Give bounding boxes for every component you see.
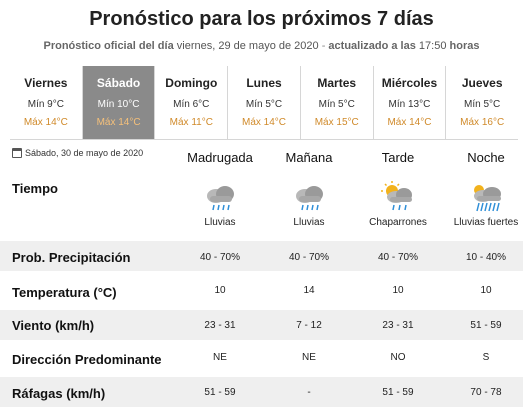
weather-label: Lluvias <box>204 217 236 228</box>
day-name: Sábado <box>96 76 141 90</box>
day-min: Mín 13°C <box>388 99 431 110</box>
period-tarde: Tarde <box>381 150 415 165</box>
weather-label: Lluvias fuertes <box>453 217 519 228</box>
day-tab-sabado[interactable]: Sábado Mín 10°C Máx 14°C <box>82 66 156 139</box>
day-name: Martes <box>317 76 357 90</box>
cell-value: 51 - 59 <box>470 320 502 331</box>
cell-value: NO <box>390 352 406 363</box>
page-subtitle: Pronóstico oficial del día viernes, 29 d… <box>0 40 523 52</box>
row-label-direccion: Dirección Predominante <box>12 352 162 367</box>
cell-value: 7 - 12 <box>296 320 322 331</box>
day-max: Máx 14°C <box>387 117 432 128</box>
subtitle-prefix: Pronóstico oficial del día <box>43 40 174 52</box>
day-min: Mín 5°C <box>318 99 355 110</box>
weather-label: Chaparrones <box>369 217 427 228</box>
selected-date: Sábado, 30 de mayo de 2020 <box>12 148 143 158</box>
weather-label: Lluvias <box>293 217 325 228</box>
cell-value: 40 - 70% <box>288 252 330 263</box>
row-label-viento: Viento (km/h) <box>12 318 95 333</box>
day-name: Domingo <box>165 76 218 90</box>
day-tab-jueves[interactable]: Jueves Mín 5°C Máx 16°C <box>446 66 518 139</box>
day-tab-domingo[interactable]: Domingo Mín 6°C Máx 11°C <box>155 66 229 139</box>
row-label-tiempo: Tiempo <box>12 181 58 196</box>
row-band <box>0 377 523 407</box>
page-title: Pronóstico para los próximos 7 días <box>89 8 434 30</box>
day-max: Máx 15°C <box>314 117 359 128</box>
period-madrugada: Madrugada <box>187 150 253 165</box>
day-tab-miercoles[interactable]: Miércoles Mín 13°C Máx 14°C <box>374 66 447 139</box>
day-max: Máx 11°C <box>169 117 213 128</box>
rain-cloud-icon <box>207 186 234 211</box>
cell-value: NE <box>213 352 227 363</box>
cell-value: 51 - 59 <box>382 387 414 398</box>
heavy-rain-cloud-icon <box>474 185 501 212</box>
cell-value: 14 <box>303 285 315 296</box>
day-max: Máx 14°C <box>242 117 287 128</box>
day-min: Mín 9°C <box>27 99 64 110</box>
day-name: Lunes <box>246 76 282 90</box>
selected-date-text: Sábado, 30 de mayo de 2020 <box>25 148 144 158</box>
calendar-icon <box>12 148 22 158</box>
row-label-temperatura: Temperatura (°C) <box>12 285 117 300</box>
day-min: Mín 5°C <box>245 99 283 110</box>
day-max: Máx 16°C <box>460 117 505 128</box>
cell-value: 10 <box>480 285 492 296</box>
cell-value: 23 - 31 <box>382 320 414 331</box>
rain-cloud-icon <box>296 186 323 211</box>
subtitle-date: viernes, 29 de mayo de 2020 <box>176 40 319 52</box>
cell-value: 10 <box>392 285 404 296</box>
day-tabs: Viernes Mín 9°C Máx 14°C Sábado Mín 10°C… <box>10 66 518 140</box>
cell-value: 10 - 40% <box>465 252 507 263</box>
sun-cloud-rain-icon <box>381 181 412 211</box>
period-manana: Mañana <box>285 150 333 165</box>
cell-value: 23 - 31 <box>204 320 236 331</box>
cell-value: NE <box>302 352 316 363</box>
period-noche: Noche <box>467 150 505 165</box>
day-min: Mín 5°C <box>464 99 501 110</box>
day-max: Máx 14°C <box>23 117 68 128</box>
cell-value: 10 <box>214 285 226 296</box>
row-band <box>0 241 523 271</box>
row-label-rafagas: Ráfagas (km/h) <box>12 386 106 401</box>
cell-value: 51 - 59 <box>204 387 236 398</box>
cell-value: 40 - 70% <box>199 252 241 263</box>
day-name: Jueves <box>461 76 503 90</box>
cell-value: S <box>482 352 490 363</box>
day-tab-lunes[interactable]: Lunes Mín 5°C Máx 14°C <box>228 66 301 139</box>
day-max: Máx 14°C <box>96 117 141 128</box>
day-name: Viernes <box>24 76 68 90</box>
day-tab-martes[interactable]: Martes Mín 5°C Máx 15°C <box>301 66 374 139</box>
cell-value: - <box>307 387 311 398</box>
day-min: Mín 10°C <box>97 99 140 110</box>
day-tab-viernes[interactable]: Viernes Mín 9°C Máx 14°C <box>10 66 83 139</box>
subtitle-updated: actualizado a las <box>328 40 416 52</box>
row-label-precipitacion: Prob. Precipitación <box>12 250 131 265</box>
cell-value: 70 - 78 <box>470 387 502 398</box>
subtitle-suffix: horas <box>449 40 480 52</box>
cell-value: 40 - 70% <box>377 252 419 263</box>
day-min: Mín 6°C <box>173 99 210 110</box>
day-name: Miércoles <box>381 76 438 90</box>
subtitle-separator: - <box>318 40 329 52</box>
row-band <box>0 310 523 340</box>
subtitle-time: 17:50 <box>418 40 447 52</box>
